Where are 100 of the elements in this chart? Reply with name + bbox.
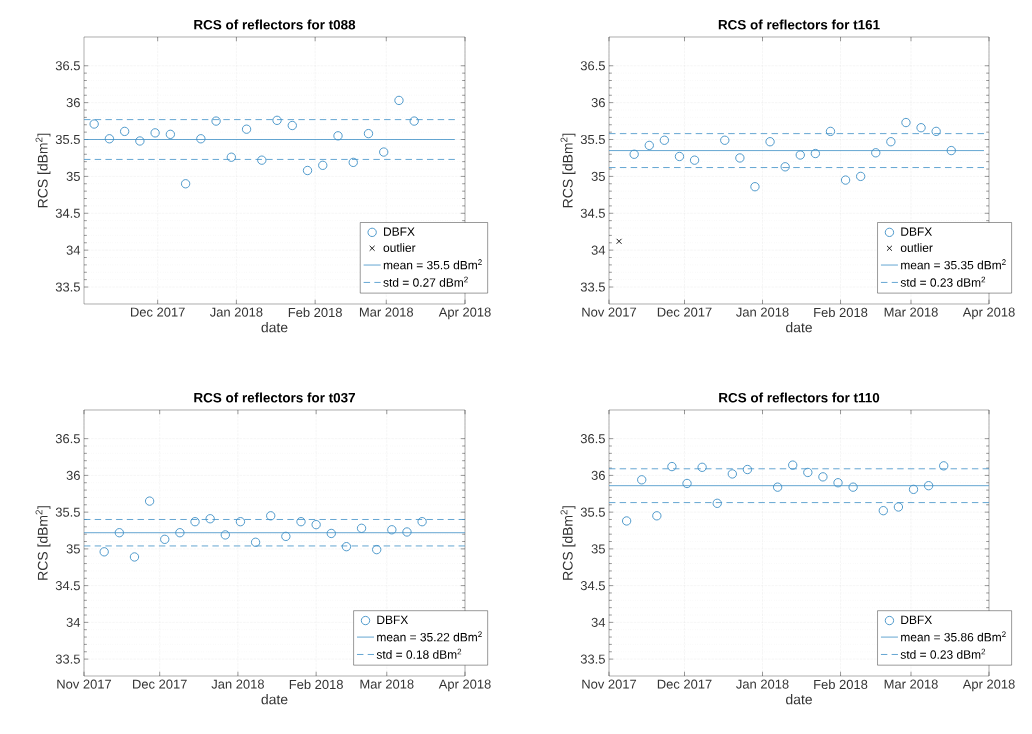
point [674,151,685,162]
point [682,478,692,489]
point [326,528,336,539]
point [190,517,200,527]
point [226,152,236,162]
point [659,135,670,145]
y-tick-label: 33.5 [580,654,605,664]
point [266,511,276,521]
y-tick-label: 36.5 [55,434,80,444]
y-tick-label: 36.5 [580,61,605,71]
point [833,478,843,488]
point [803,467,813,478]
y-tick-label: 35.5 [580,507,605,517]
chart-title: RCS of reflectors for t161 [718,19,880,30]
legend-label: mean = 35.35 dBm$^{2}$ [901,259,1006,270]
x-tick-label: Feb 2018 [288,307,342,318]
point [302,165,313,176]
x-tick-label: Jan 2018 [211,679,264,689]
y-tick-label: 34 [591,617,606,627]
y-tick-label: 35 [66,171,80,181]
x-tick-label: Feb 2018 [289,679,343,690]
point [727,469,737,479]
x-tick-label: Dec 2017 [657,679,712,689]
x-tick-label: Apr 2018 [438,307,491,320]
point [765,137,775,147]
point [856,171,866,182]
x-tick-label: Apr 2018 [438,679,491,692]
point [644,140,654,151]
point [886,137,896,147]
x-axis-title: date [261,694,288,705]
y-tick-label: 33.5 [580,282,605,292]
point [923,481,934,491]
point [363,128,374,139]
point [333,131,343,141]
legend-label: mean = 35.86 dBm$^{2}$ [901,631,1006,642]
x-tick-label: Dec 2017 [131,307,185,317]
y-tick-label: 35 [591,544,605,554]
y-tick-label: 35.5 [580,134,605,145]
point [257,155,267,165]
point [104,134,115,144]
point [311,519,321,530]
point [795,150,805,160]
point [296,517,306,527]
x-tick-label: Nov 2017 [582,307,637,317]
x-tick-label: Jan 2018 [209,307,263,317]
point [788,460,798,470]
x-axis-title: date [786,322,812,333]
x-tick-label: Jan 2018 [736,307,789,317]
point [235,517,246,527]
legend-label: std = 0.23 dBm$^{2}$ [900,648,986,659]
point [409,116,419,126]
point [629,149,639,159]
legend-label: mean = 35.5 dBm$^{2}$ [383,259,482,270]
y-axis-title: RCS [dBm$^{2}$] [560,506,576,580]
point [175,528,185,538]
point [341,542,352,552]
point [114,528,124,538]
point [356,523,367,533]
point [241,124,252,134]
point [697,462,707,472]
chart-title: RCS of reflectors for t110 [719,392,880,403]
point [735,153,745,163]
y-tick-label: 36.5 [55,61,80,71]
point [160,534,170,544]
x-tick-label: Nov 2017 [57,679,112,689]
y-tick-label: 35.5 [55,134,80,145]
point [810,148,820,159]
x-tick-label: Feb 2018 [814,679,868,690]
point [931,126,941,137]
x-axis-title: date [786,694,812,705]
x-tick-label: Apr 2018 [962,307,1015,320]
point [848,482,858,492]
point [99,547,109,557]
point [878,506,888,516]
point [372,544,382,555]
point [272,115,282,125]
point [750,182,760,192]
point [379,147,389,157]
y-tick-label: 34 [66,617,81,627]
point [402,527,412,537]
point [250,537,261,547]
y-tick-label: 34.5 [580,581,605,591]
legend-label: DBFX [901,615,932,624]
y-tick-label: 36 [66,98,80,108]
point [196,134,206,144]
legend-label: DBFX [377,615,409,624]
chart-title: RCS of reflectors for t088 [194,19,356,30]
point [211,116,221,126]
legend-label: mean = 35.22 dBm$^{2}$ [377,631,482,642]
point [818,472,828,482]
point [348,157,358,168]
point [908,484,919,494]
y-axis-title: RCS [dBm$^{2}$] [35,506,51,580]
y-tick-label: 35.5 [55,507,80,517]
x-tick-label: Mar 2018 [360,679,414,689]
legend-label: outlier [383,243,416,252]
x-axis-title: date [261,322,288,333]
point [946,145,956,156]
point [287,120,297,131]
y-tick-label: 35 [66,544,80,554]
